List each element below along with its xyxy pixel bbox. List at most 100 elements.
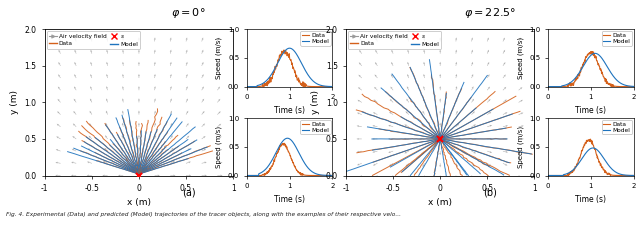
Model (284, 137, 291, 139)
Data (328, 85, 336, 88)
Model (285, 47, 293, 50)
Data (243, 174, 251, 177)
Line: Model: Model (247, 138, 332, 176)
Y-axis label: y (m): y (m) (311, 90, 320, 114)
Text: $\varphi = 22.5°$: $\varphi = 22.5°$ (464, 6, 516, 20)
Data (243, 85, 251, 88)
Model (589, 147, 596, 149)
Line: Data: Data (548, 52, 634, 87)
Model (616, 173, 624, 176)
Line: Model: Model (548, 148, 634, 176)
Model (321, 174, 328, 177)
Model (296, 153, 303, 155)
X-axis label: Time (s): Time (s) (575, 195, 606, 204)
Text: (a): (a) (182, 188, 195, 198)
Data (296, 79, 303, 81)
Data (586, 138, 594, 140)
Model (294, 150, 302, 152)
Legend: Air velocity field, Data, $s$, Model: Air velocity field, Data, $s$, Model (47, 31, 140, 49)
Data (280, 49, 288, 51)
Y-axis label: Speed (m/s): Speed (m/s) (216, 37, 222, 79)
Data (294, 171, 301, 173)
Line: Data: Data (247, 50, 332, 87)
Data (243, 174, 251, 177)
Legend: Data, Model: Data, Model (602, 31, 632, 45)
Model (243, 85, 251, 88)
X-axis label: Time (s): Time (s) (274, 195, 305, 204)
Data (630, 174, 637, 177)
Model (328, 85, 336, 88)
Line: Model: Model (548, 53, 634, 87)
Data (321, 85, 328, 88)
Model (595, 150, 603, 153)
Legend: Data, Model: Data, Model (602, 120, 632, 135)
Y-axis label: Speed (m/s): Speed (m/s) (216, 126, 222, 168)
Data (616, 174, 624, 177)
Data (595, 160, 603, 163)
Data (595, 161, 603, 164)
Data (630, 85, 637, 88)
Model (296, 58, 303, 61)
Model (243, 85, 251, 88)
Data (321, 174, 328, 177)
Data (545, 85, 552, 88)
Line: Data: Data (247, 143, 332, 176)
Y-axis label: Speed (m/s): Speed (m/s) (517, 126, 524, 168)
Model (294, 55, 301, 57)
Model (321, 85, 328, 88)
Text: (b): (b) (483, 188, 497, 198)
Data (280, 142, 288, 145)
Model (294, 55, 302, 58)
Model (316, 83, 323, 86)
Data (616, 85, 624, 88)
Data (544, 174, 552, 177)
Model (545, 174, 552, 177)
X-axis label: x (m): x (m) (127, 198, 151, 207)
Model (597, 153, 605, 155)
Model (630, 174, 637, 177)
Text: Fig. 4. Experimental (Data) and predicted (Model) trajectories of the tracer obj: Fig. 4. Experimental (Data) and predicte… (6, 212, 401, 217)
X-axis label: x (m): x (m) (428, 198, 452, 207)
Model (328, 174, 336, 177)
Model (630, 85, 637, 88)
X-axis label: Time (s): Time (s) (575, 106, 606, 115)
Data (294, 78, 301, 81)
Line: Data: Data (548, 139, 634, 176)
Data (545, 174, 552, 177)
Model (591, 52, 599, 55)
Model (544, 85, 552, 88)
Model (243, 174, 251, 177)
Model (294, 149, 301, 152)
Legend: Data, Model: Data, Model (300, 120, 331, 135)
Data (595, 65, 603, 67)
X-axis label: Time (s): Time (s) (274, 106, 305, 115)
Data (595, 65, 603, 68)
Model (622, 174, 630, 176)
Model (595, 54, 603, 56)
Legend: Data, Model: Data, Model (300, 31, 331, 45)
Line: Model: Model (247, 48, 332, 87)
Text: $\varphi = 0°$: $\varphi = 0°$ (172, 6, 206, 20)
Legend: Air velocity field, Data, $s$, Model: Air velocity field, Data, $s$, Model (348, 31, 442, 49)
Model (597, 55, 605, 58)
Data (328, 174, 336, 177)
Data (587, 50, 595, 53)
Data (622, 174, 630, 177)
Model (544, 174, 552, 177)
Model (243, 174, 251, 177)
Model (316, 173, 323, 176)
Data (296, 171, 303, 174)
Data (294, 170, 302, 173)
Data (597, 67, 605, 70)
Model (595, 151, 603, 153)
Data (597, 162, 605, 165)
Model (595, 54, 603, 57)
Y-axis label: Speed (m/s): Speed (m/s) (517, 37, 524, 79)
Data (544, 85, 552, 88)
Model (545, 85, 552, 88)
Model (616, 82, 624, 84)
Y-axis label: y (m): y (m) (10, 90, 19, 114)
Model (622, 84, 630, 87)
Data (316, 174, 323, 177)
Data (316, 85, 323, 88)
